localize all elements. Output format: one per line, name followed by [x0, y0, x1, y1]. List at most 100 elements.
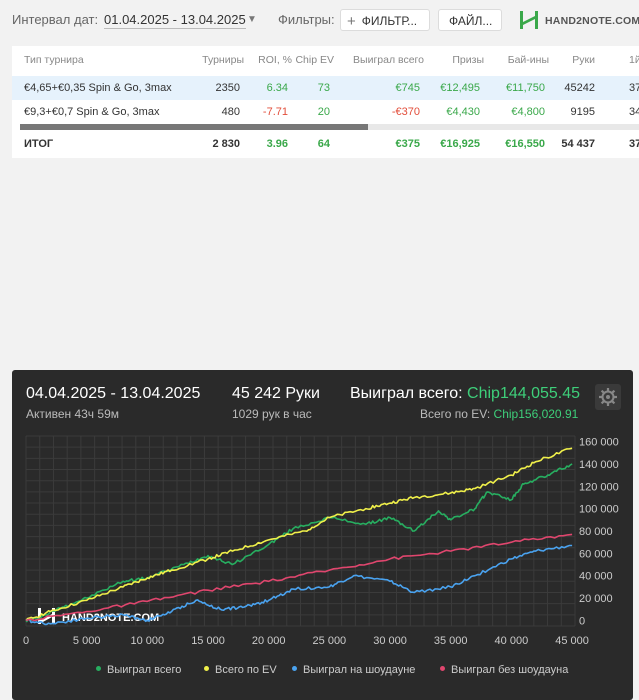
y-tick-label: 100 000 — [579, 504, 619, 516]
col-header[interactable]: Бай-ины — [507, 54, 549, 66]
y-tick-label: 60 000 — [579, 548, 613, 560]
hand2note-logo-icon — [520, 11, 538, 29]
file-button-label: ФАЙЛ... — [449, 14, 493, 28]
x-tick-label: 10 000 — [131, 635, 165, 647]
legend-label: Выиграл без шоудауна — [451, 664, 569, 676]
logo-text: HAND2NOTE.COM — [545, 15, 639, 27]
legend-item[interactable]: Выиграл без шоудауна — [440, 664, 568, 676]
cell-won: €745 — [395, 82, 420, 94]
y-tick-label: 120 000 — [579, 481, 619, 493]
cell-prizes: €16,925 — [440, 138, 480, 150]
won-total-label: Выиграл всего: — [350, 385, 463, 402]
cell-first: 34. — [629, 106, 639, 118]
tournament-table: Тип турнира Турниры ROI, % Chip EV Выигр… — [12, 46, 639, 158]
cell-won: -€370 — [391, 106, 420, 118]
series-line — [25, 447, 573, 621]
chevron-down-icon[interactable]: ▼ — [247, 14, 257, 25]
cell-roi: 3.96 — [266, 138, 288, 150]
x-tick-label: 45 000 — [555, 635, 589, 647]
hands-count: 45 242 Руки — [232, 385, 320, 402]
cell-buyins: €11,750 — [506, 82, 545, 94]
cell-first: 37. — [629, 138, 639, 150]
col-header[interactable]: Выиграл всего — [353, 54, 424, 66]
table-row[interactable]: €4,65+€0,35 Spin & Go, 3max 2350 6.34 73… — [12, 76, 639, 100]
scrollbar-thumb[interactable] — [20, 124, 368, 130]
series-line — [25, 533, 573, 622]
add-filter-label: ФИЛЬТР... — [361, 14, 418, 28]
cell-tournaments: 480 — [221, 106, 240, 118]
legend-label: Выиграл всего — [107, 664, 182, 676]
cell-chip-ev: 64 — [317, 138, 330, 150]
legend-item[interactable]: Всего по EV — [204, 664, 277, 676]
col-header[interactable]: Призы — [452, 54, 484, 66]
date-range-select[interactable]: 01.04.2025 - 13.04.2025 — [104, 12, 246, 29]
ev-total: Всего по EV: Chip156,020.91 — [420, 407, 578, 421]
col-header[interactable]: 1й, % — [629, 54, 639, 66]
chart-legend: Выиграл всего Всего по EV Выиграл на шоуда… — [12, 664, 633, 682]
cell-hands: 9195 — [570, 106, 595, 118]
cell-prizes: €12,495 — [440, 82, 480, 94]
col-header[interactable]: Тип турнира — [24, 54, 84, 66]
profit-chart[interactable]: HAND2NOTE.COM 0 20 000 40 000 60 000 80 000 10… — [12, 430, 633, 660]
active-time: Активен 43ч 59м — [26, 407, 119, 421]
cell-roi: 6.34 — [266, 82, 288, 94]
cell-hands: 45242 — [564, 82, 595, 94]
cell-total-label: ИТОГ — [24, 138, 54, 150]
filter-bar: Интервал дат: 01.04.2025 - 13.04.2025 ▼ … — [0, 0, 639, 42]
won-total-value: Chip144,055.45 — [467, 385, 581, 402]
x-tick-label: 35 000 — [434, 635, 468, 647]
settings-button[interactable] — [595, 384, 621, 410]
y-tick-label: 0 — [579, 615, 585, 627]
ev-total-value: Chip156,020.91 — [493, 407, 579, 421]
x-tick-label: 40 000 — [495, 635, 529, 647]
cell-buyins: €4,800 — [511, 106, 545, 118]
plus-icon: + — [347, 13, 356, 30]
x-tick-label: 20 000 — [252, 635, 286, 647]
legend-label: Выиграл на шоудауне — [303, 664, 416, 676]
graph-panel: 04.04.2025 - 13.04.2025 Активен 43ч 59м … — [12, 370, 633, 700]
cell-won: €375 — [395, 138, 420, 150]
legend-dot-icon — [440, 666, 445, 671]
col-header[interactable]: Chip EV — [295, 54, 334, 66]
col-header[interactable]: Турниры — [202, 54, 244, 66]
y-tick-label: 160 000 — [579, 437, 619, 449]
table-total-row: ИТОГ 2 830 3.96 64 €375 €16,925 €16,550 … — [12, 132, 639, 156]
series-line — [25, 544, 573, 626]
cell-buyins: €16,550 — [505, 138, 545, 150]
watermark-text: HAND2NOTE.COM — [62, 612, 159, 624]
cell-first: 37. — [629, 82, 639, 94]
y-tick-label: 140 000 — [579, 459, 619, 471]
x-tick-label: 0 — [23, 635, 29, 647]
cell-tournaments: 2 830 — [212, 138, 240, 150]
legend-label: Всего по EV — [215, 664, 277, 676]
table-row[interactable]: €9,3+€0,7 Spin & Go, 3max 480 -7.71 20 -… — [12, 100, 639, 124]
legend-dot-icon — [204, 666, 209, 671]
cell-chip-ev: 20 — [317, 106, 330, 118]
table-header: Тип турнира Турниры ROI, % Chip EV Выигр… — [12, 48, 639, 72]
cell-tournaments: 2350 — [215, 82, 240, 94]
y-tick-label: 20 000 — [579, 593, 613, 605]
y-tick-label: 40 000 — [579, 571, 613, 583]
legend-dot-icon — [96, 666, 101, 671]
cell-hands: 54 437 — [561, 138, 595, 150]
date-interval-label: Интервал дат: — [12, 12, 99, 27]
gear-icon — [599, 388, 617, 406]
cell-prizes: €4,430 — [446, 106, 480, 118]
ev-total-label: Всего по EV: — [420, 407, 491, 421]
legend-item[interactable]: Выиграл на шоудауне — [292, 664, 415, 676]
file-button[interactable]: ФАЙЛ... — [438, 9, 502, 31]
x-tick-label: 25 000 — [313, 635, 347, 647]
graph-date-range: 04.04.2025 - 13.04.2025 — [26, 385, 201, 402]
legend-item[interactable]: Выиграл всего — [96, 664, 181, 676]
y-tick-label: 80 000 — [579, 526, 613, 538]
add-filter-button[interactable]: + ФИЛЬТР... — [340, 9, 430, 31]
cell-type: €9,3+€0,7 Spin & Go, 3max — [24, 106, 160, 118]
x-tick-label: 30 000 — [373, 635, 407, 647]
hands-per-hour: 1029 рук в час — [232, 407, 312, 421]
col-header[interactable]: Руки — [572, 54, 595, 66]
x-tick-label: 5 000 — [73, 635, 101, 647]
chart-grid — [25, 435, 576, 627]
cell-chip-ev: 73 — [317, 82, 330, 94]
col-header[interactable]: ROI, % — [258, 54, 292, 66]
horizontal-scrollbar[interactable] — [20, 124, 639, 130]
